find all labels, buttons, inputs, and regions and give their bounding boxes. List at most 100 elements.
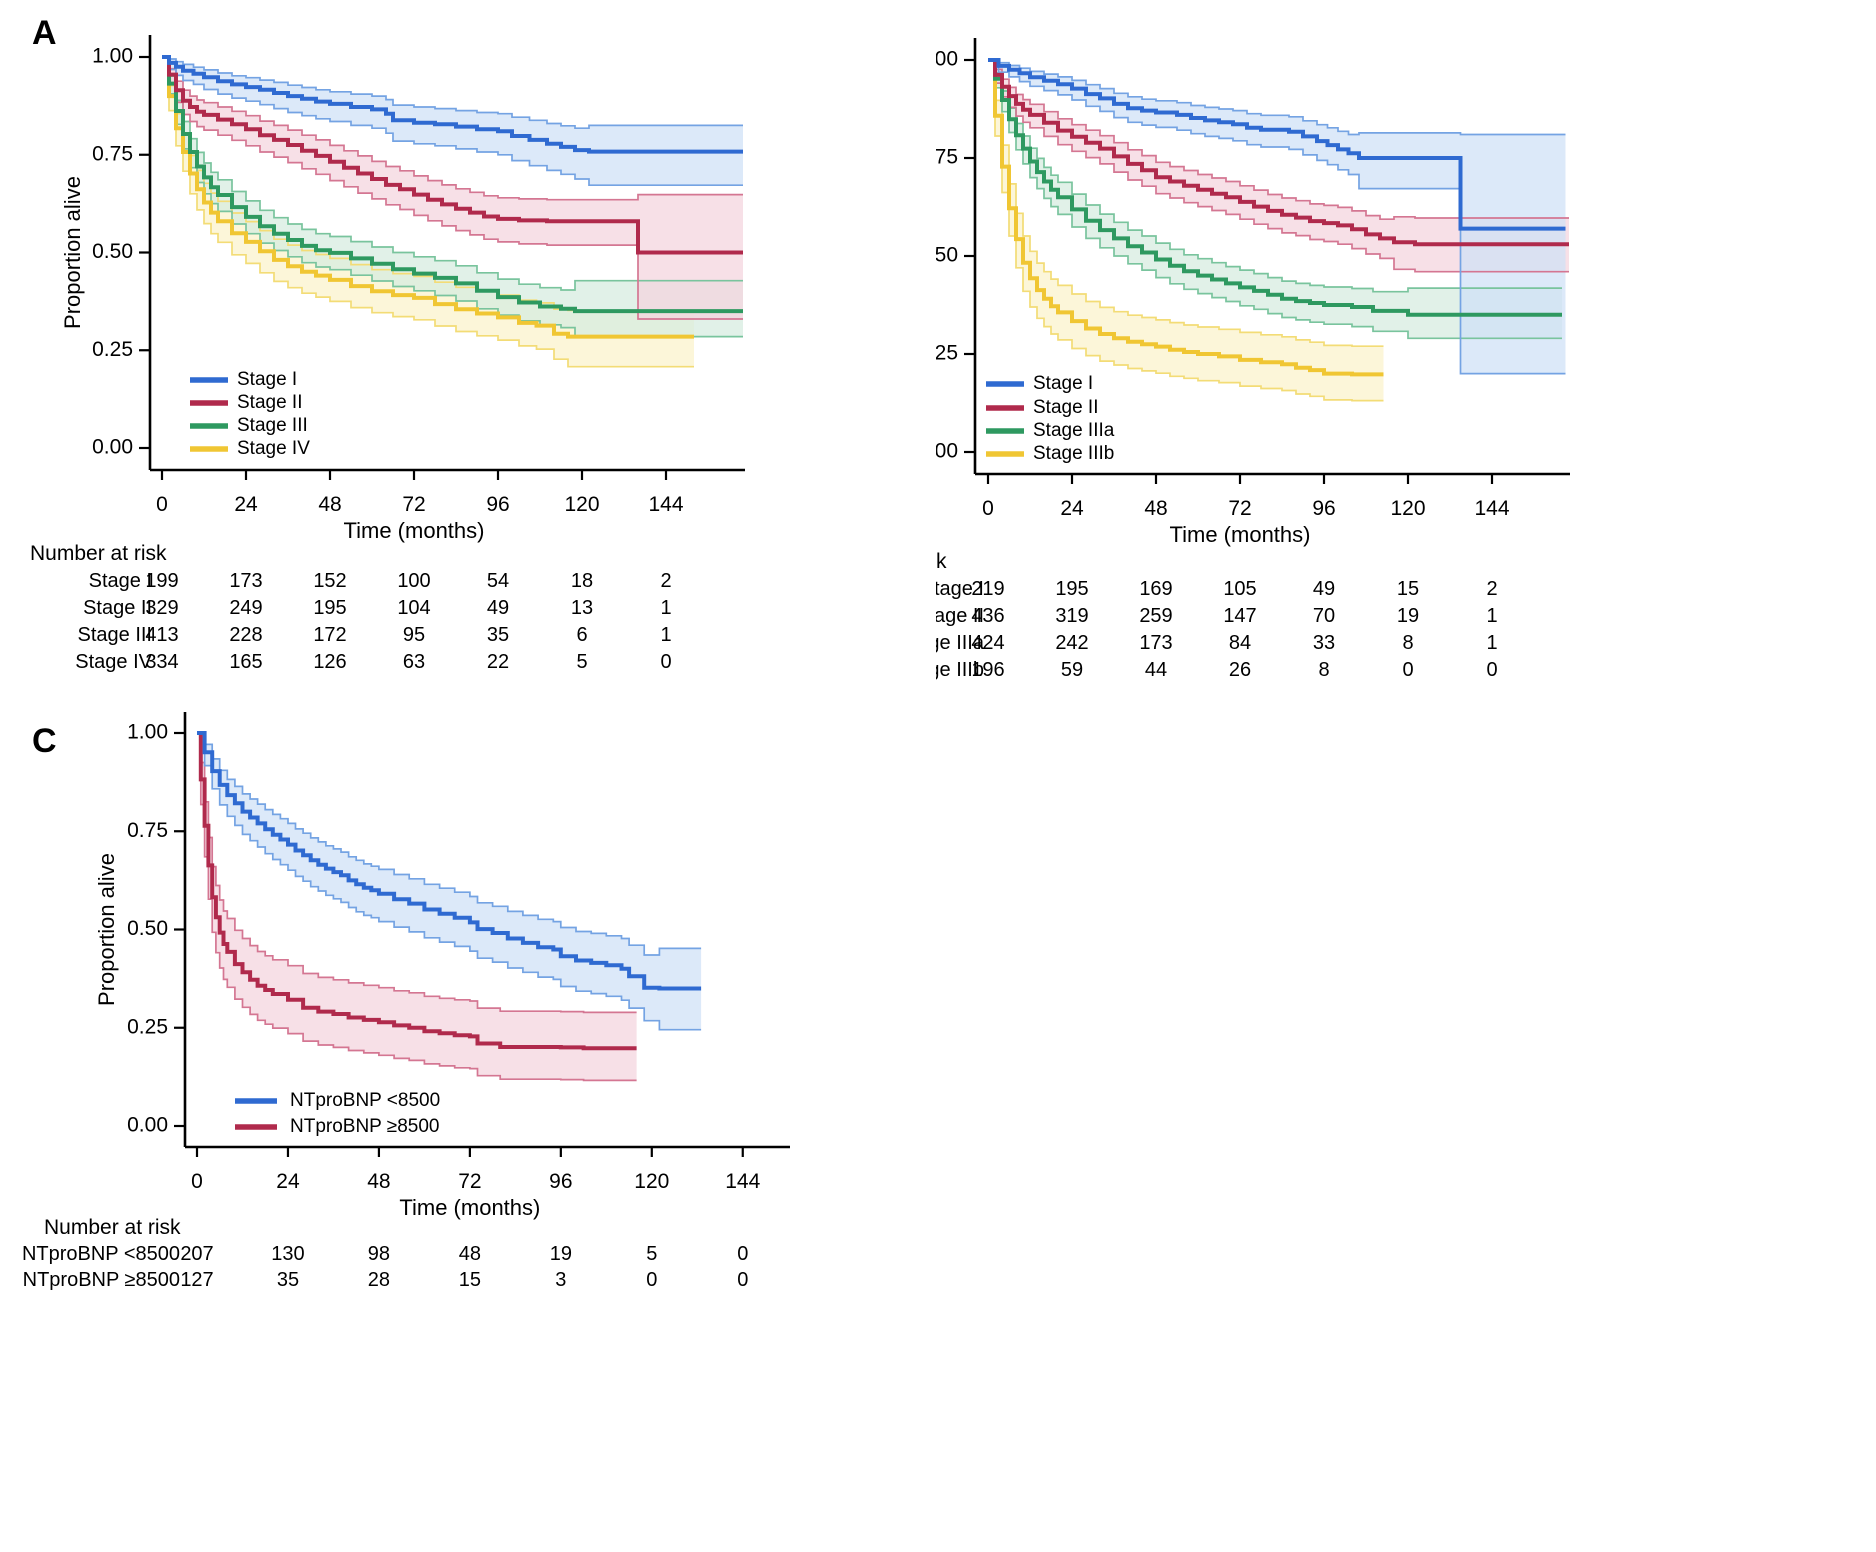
panel-a-stage-i-ci-upper-bound (162, 56, 743, 130)
panel-a-risk-value: 18 (571, 570, 593, 592)
panel-c-risk-value: 28 (368, 1269, 390, 1291)
panel-a-risk-value: 249 (229, 597, 262, 619)
panel-b-ci-edges (988, 59, 1569, 402)
panel-b-curves (988, 58, 1569, 377)
panel-b-risk-value: 424 (971, 632, 1004, 654)
panel-c-y-tick-label: 0.50 (127, 917, 168, 940)
panel-b-y-tick-label: 0.00 (936, 440, 958, 463)
panel-b-stage-iiib-ci-band (988, 60, 1384, 401)
panel-c-risk-value: 98 (368, 1243, 390, 1265)
panel-b-stage-ii-ci-upper-bound (988, 59, 1569, 221)
panel-b-stage-i-ci-upper-bound (988, 59, 1566, 136)
panel-c-risk-value: 35 (277, 1269, 299, 1291)
panel-a-stage-ii-ci-lower-bound (162, 56, 743, 320)
panel-c-risk-value: 0 (737, 1269, 748, 1291)
panel-a-x-tick-label: 72 (402, 493, 425, 516)
panel-b-legend-label: Stage I (1033, 373, 1093, 394)
panel-c-curves (197, 731, 702, 1051)
panel-c-y-tick-label: 0.00 (127, 1114, 168, 1137)
panel-a-survival-plot: 1.000.750.500.250.000 24 48 72 96 120 144Time … (30, 14, 745, 673)
panel-a-risk-value: 100 (397, 570, 430, 592)
panel-a-risk-value: 22 (487, 651, 509, 673)
panel-c-x-tick-label: 24 (276, 1170, 300, 1193)
panel-b-x-tick-label: 48 (1144, 497, 1167, 520)
panel-a-risk-value: 228 (229, 624, 262, 646)
panel-b-risk-row-label: Stage I (936, 578, 984, 600)
panel-a-stage-ii-survival-curve (162, 55, 743, 255)
panel-a-y-tick-label: 0.75 (92, 142, 133, 165)
panel-a-risk-value: 173 (229, 570, 262, 592)
panel-a-x-tick-label: 48 (318, 493, 341, 516)
panel-a-risk-value: 5 (576, 651, 587, 673)
panel-b-x-tick-label: 24 (1060, 497, 1084, 520)
panel-a-stage-ii-ci-band (162, 57, 743, 319)
panel-b-risk-value: 33 (1313, 632, 1335, 654)
panel-b-stage-i-ci-lower-bound (988, 59, 1566, 375)
panel-b-stage-iiia-survival-curve (988, 58, 1562, 317)
panel-b-risk-value: 169 (1139, 578, 1172, 600)
panel-c-x-tick-label: 120 (634, 1170, 669, 1193)
panel-a-x-tick-label: 96 (486, 493, 509, 516)
panel-a-axes (139, 35, 745, 480)
panel-c-ntprobnp-8500-ci-lower-bound (197, 732, 702, 1031)
panel-c-ntprobnp-8500-survival-curve (197, 731, 637, 1051)
panel-b-risk-value: 242 (1055, 632, 1088, 654)
panel-c-risk-value: 127 (180, 1269, 213, 1291)
panel-a-y-axis-title: Proportion alive (60, 176, 85, 329)
panel-a-stage-iii-ci-upper-bound (162, 56, 743, 291)
panel-a-y-tick-label: 0.00 (92, 436, 133, 459)
panel-a-risk-value: 165 (229, 651, 262, 673)
panel-a-y-tick-label: 0.25 (92, 338, 133, 361)
panel-c-risk-value: 3 (555, 1269, 566, 1291)
panel-a-y-tick-label: 1.00 (92, 45, 133, 68)
panel-a-stage-i-survival-curve (162, 55, 743, 154)
panel-c-x-tick-label: 72 (458, 1170, 481, 1193)
panel-b-risk-value: 2 (1486, 578, 1497, 600)
panel-b-y-tick-label: 0.25 (936, 342, 958, 365)
panel-a-risk-value: 195 (313, 597, 346, 619)
panel-b-risk-value: 196 (971, 659, 1004, 681)
panel-b-stage-iiib-ci-lower-bound (988, 59, 1384, 402)
panel-c-risk-table: Number at risk NTproBNP <8500 207 130 98 48 19… (22, 1216, 748, 1291)
panel-a-stage-i-ci-lower-bound (162, 56, 743, 187)
panel-c-x-tick-label: 144 (725, 1170, 760, 1193)
panel-b-risk-value: 0 (1402, 659, 1413, 681)
panel-a-risk-value: 49 (487, 597, 509, 619)
panel-b-risk-value: 1 (1486, 605, 1497, 627)
panel-b-risk-value: 259 (1139, 605, 1172, 627)
panel-a-ci-edges (162, 56, 743, 368)
panel-a-legend-label: Stage II (237, 392, 303, 413)
panel-b-risk-value: 1 (1486, 632, 1497, 654)
panel-b-stage-ii-survival-curve (988, 58, 1569, 247)
panel-b-y-tick-label: 0.75 (936, 146, 958, 169)
panel-c-ci-edges (197, 732, 702, 1082)
panel-a-risk-value: 1 (660, 597, 671, 619)
panel-a-risk-value: 172 (313, 624, 346, 646)
panel-a-legend-label: Stage III (237, 415, 308, 436)
panel-b-x-tick-label: 120 (1390, 497, 1425, 520)
panel-b-risk-value: 173 (1139, 632, 1172, 654)
panel-a-risk-value: 0 (660, 651, 671, 673)
panel-c-label: C (32, 722, 57, 760)
panel-b-x-axis-title: Time (months) (1170, 522, 1311, 547)
panel-b-axes (964, 38, 1570, 484)
panel-a-risk-table-title: Number at risk (30, 542, 167, 565)
panel-b-legend-label: Stage II (1033, 397, 1099, 418)
panel-a-risk-value: 35 (487, 624, 509, 646)
panel-c-legend-label: NTproBNP ≥8500 (290, 1116, 440, 1137)
panel-a-risk-value: 6 (576, 624, 587, 646)
panel-b-risk-value: 19 (1397, 605, 1419, 627)
panel-c-risk-value: 0 (737, 1243, 748, 1265)
panel-c-legend: NTproBNP <8500 NTproBNP ≥8500 (235, 1090, 440, 1137)
panel-c-survival-plot: 1.00 0.75 0.50 0.25 0.00 0 24 48 72 96 120 144 Time … (22, 712, 790, 1291)
panel-a-stage-iii-survival-curve (162, 55, 743, 314)
panel-b-risk-value: 59 (1061, 659, 1083, 681)
panel-a-risk-value: 13 (571, 597, 593, 619)
panel-b-x-tick-label: 72 (1228, 497, 1251, 520)
panel-b-survival-plot: 1.000.750.500.250.00024487296120144Time … (936, 38, 1570, 681)
panel-a-risk-value: 54 (487, 570, 509, 592)
panel-c-risk-table-title: Number at risk (44, 1216, 181, 1239)
panel-c-ntprobnp-8500-ci-upper-bound (197, 732, 702, 956)
panel-a-risk-value: 95 (403, 624, 425, 646)
